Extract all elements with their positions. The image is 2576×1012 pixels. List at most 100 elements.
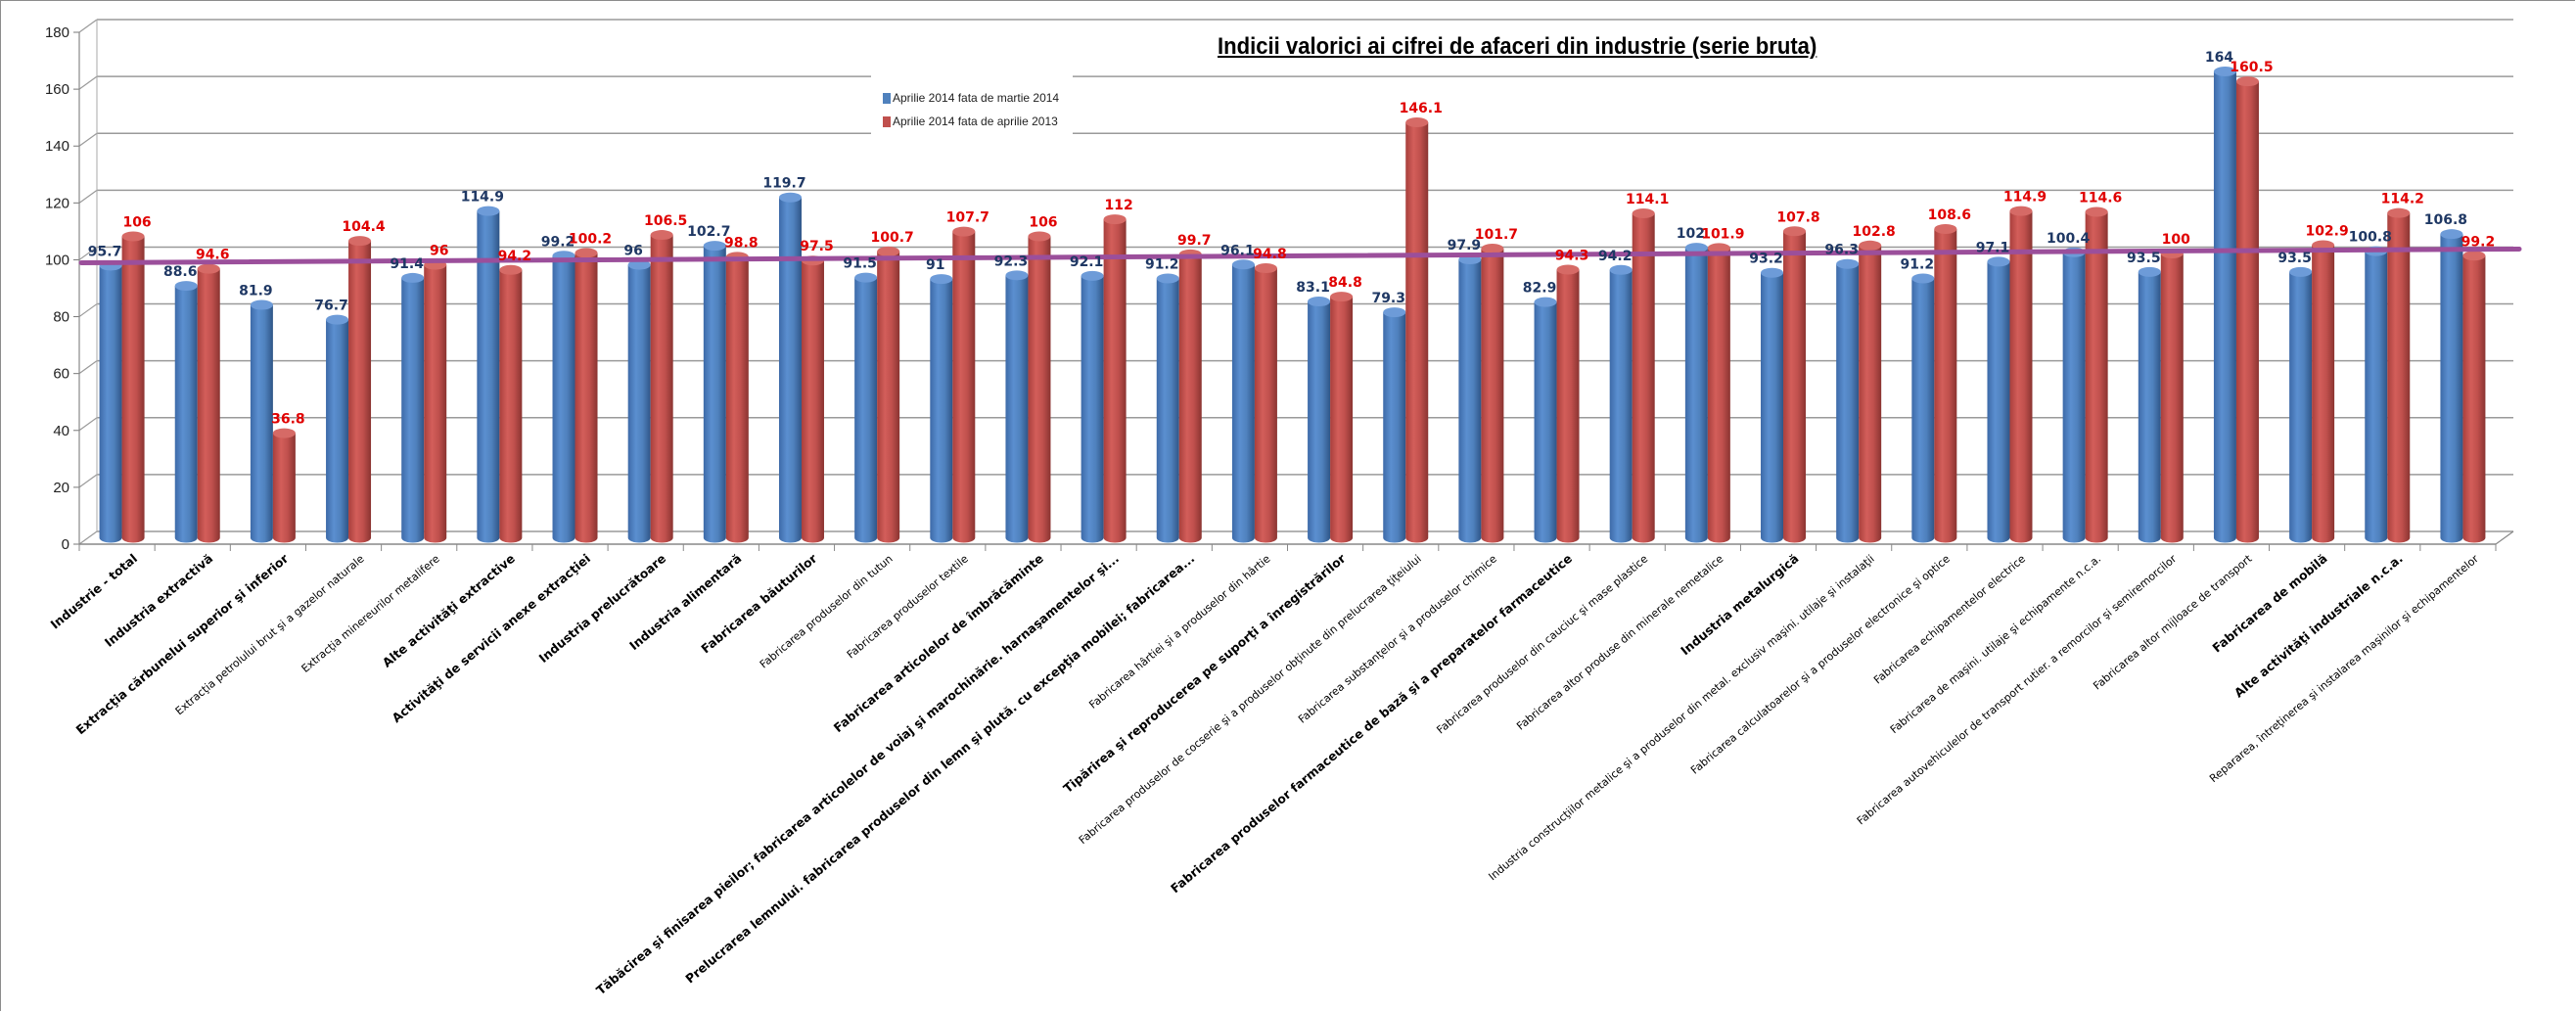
- bar-top: [499, 264, 523, 275]
- data-label-series-2: 104.4: [342, 219, 386, 235]
- bar-series-2: [1934, 223, 1957, 543]
- y-tick-label: 160: [45, 81, 69, 98]
- data-label-series-1: 102.7: [687, 224, 730, 240]
- bar-body: [725, 256, 749, 543]
- data-label-series-1: 92.3: [994, 253, 1029, 269]
- bar-top: [1156, 273, 1179, 284]
- bar-body: [326, 319, 349, 543]
- bar-series-1: [552, 251, 575, 543]
- bar-series-1: [1987, 256, 2010, 543]
- bars: [99, 66, 2486, 543]
- gridline-side: [78, 19, 98, 33]
- bar-top: [854, 272, 878, 283]
- data-label-series-1: 83.1: [1296, 280, 1330, 296]
- bar-series-2: [424, 259, 447, 543]
- gridline-side: [78, 474, 98, 488]
- bar-top: [1254, 263, 1277, 274]
- bar-body: [1231, 264, 1255, 543]
- gridline-side: [78, 417, 98, 432]
- bar-body: [778, 197, 802, 543]
- bar-top: [1556, 264, 1580, 275]
- data-label-series-2: 102.8: [1853, 224, 1896, 240]
- bar-top: [778, 192, 802, 203]
- x-tick-label: Tipărirea şi reproducerea pe suporţi a î…: [1060, 550, 1349, 796]
- x-tick-label: Fabricarea produselor de cocserie şi a p…: [1077, 552, 1424, 847]
- reference-line-layer: [78, 246, 2522, 265]
- data-label-series-1: 82.9: [1523, 281, 1557, 297]
- bar-series-1: [2289, 266, 2313, 543]
- bar-body: [1481, 249, 1504, 543]
- bar-series-1: [1609, 264, 1633, 543]
- data-label-series-1: 91.4: [390, 256, 424, 272]
- bar-body: [1684, 248, 1708, 543]
- bar-series-2: [1707, 243, 1730, 543]
- bar-body: [1987, 261, 2010, 543]
- data-label-series-1: 93.5: [2127, 251, 2161, 266]
- data-label-series-2: 106: [122, 215, 151, 231]
- y-tick-label: 80: [53, 309, 69, 326]
- legend-item-series-2: Aprilie 2014 fata de aprilie 2013: [883, 115, 1058, 128]
- data-label-series-1: 97.1: [1976, 240, 2010, 255]
- bar-series-2: [725, 252, 749, 543]
- data-label-series-2: 100.7: [870, 230, 913, 246]
- data-label-series-2: 94.2: [498, 249, 532, 264]
- bar-body: [575, 253, 598, 543]
- bar-top: [2440, 229, 2463, 240]
- bar-body: [174, 286, 198, 543]
- bar-body: [854, 277, 878, 543]
- floor-edge-right: [2495, 530, 2514, 545]
- bar-series-2: [1632, 207, 1655, 543]
- bar-top: [627, 259, 651, 270]
- y-tick-label: 100: [45, 252, 69, 268]
- bar-body: [1178, 253, 1202, 543]
- bar-series-1: [930, 274, 953, 543]
- bar-body: [2462, 255, 2486, 543]
- data-label-series-1: 106.8: [2424, 212, 2467, 228]
- bar-top: [1987, 256, 2010, 267]
- bar-top: [2289, 266, 2313, 277]
- bar-body: [1934, 228, 1957, 543]
- data-label-series-2: 94.6: [196, 248, 230, 263]
- bar-body: [424, 264, 447, 543]
- bar-series-1: [703, 241, 726, 543]
- legend-label-series-2: Aprilie 2014 fata de aprilie 2013: [893, 115, 1058, 128]
- bar-top: [1761, 267, 1784, 278]
- bar-series-2: [1330, 292, 1354, 543]
- bar-series-1: [2213, 66, 2236, 543]
- data-label-series-2: 100: [2162, 232, 2190, 248]
- bar-top: [2009, 206, 2033, 216]
- bar-top: [1308, 297, 1331, 307]
- bar-body: [477, 210, 500, 543]
- bar-top: [1231, 259, 1255, 270]
- bar-body: [1458, 259, 1482, 543]
- bar-body: [1783, 231, 1807, 543]
- bar-top: [2213, 66, 2236, 76]
- bar-series-1: [1684, 243, 1708, 543]
- bar-body: [2235, 81, 2259, 543]
- bar-series-1: [1911, 273, 1935, 543]
- y-tick-label: 0: [62, 536, 69, 553]
- bar-series-2: [2387, 207, 2411, 543]
- bar-series-1: [1231, 259, 1255, 543]
- data-label-series-2: 106.5: [644, 213, 687, 229]
- bar-body: [1534, 301, 1557, 543]
- bar-series-2: [952, 226, 976, 543]
- bar-body: [952, 231, 976, 543]
- bar-body: [2213, 70, 2236, 543]
- data-label-series-2: 114.2: [2381, 192, 2424, 207]
- x-tick-label: Alte activităţi extractive: [380, 551, 518, 670]
- bar-body: [1254, 268, 1277, 543]
- bar-top: [1081, 270, 1104, 281]
- data-label-series-2: 114.6: [2079, 191, 2122, 207]
- bar-series-1: [2062, 247, 2086, 543]
- bar-body: [499, 269, 523, 543]
- bar-body: [2365, 251, 2388, 543]
- data-label-series-2: 98.8: [724, 235, 759, 251]
- bar-body: [877, 251, 900, 543]
- x-tick-label: Extracţia minereurilor metalifere: [299, 552, 442, 675]
- gridline-side: [78, 75, 98, 90]
- bar-series-2: [197, 263, 220, 543]
- data-label-series-1: 96.3: [1824, 243, 1859, 258]
- bar-top: [2235, 76, 2259, 87]
